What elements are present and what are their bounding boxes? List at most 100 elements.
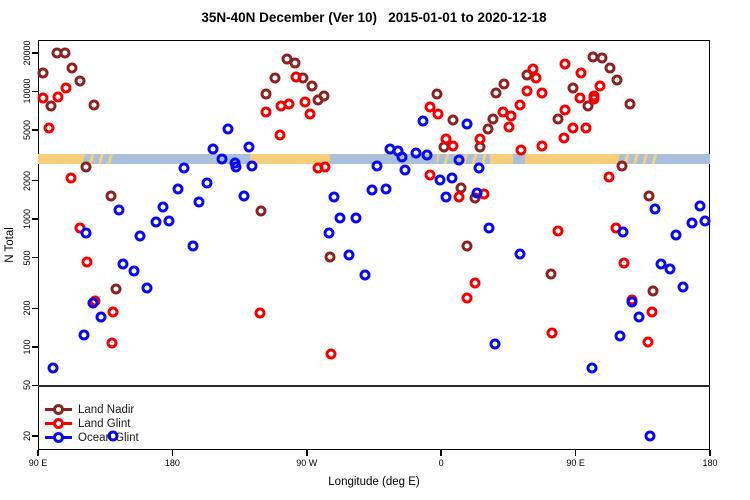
legend-item-land-nadir: Land Nadir bbox=[45, 403, 185, 417]
y-axis-tick-label: 20 bbox=[22, 431, 32, 442]
data-point-land-glint bbox=[325, 348, 337, 360]
x-axis-tick bbox=[171, 450, 174, 456]
data-point-ocean-glint bbox=[371, 160, 383, 171]
data-point-land-nadir bbox=[45, 100, 57, 112]
data-point-land-glint bbox=[440, 133, 452, 145]
data-point-land-nadir bbox=[624, 98, 636, 110]
data-point-ocean-glint bbox=[78, 329, 90, 341]
data-point-land-nadir bbox=[80, 161, 92, 173]
legend-item-ocean-glint: Ocean Glint bbox=[45, 431, 185, 445]
data-point-land-glint bbox=[283, 98, 295, 110]
data-point-ocean-glint bbox=[396, 151, 408, 163]
data-point-ocean-glint bbox=[399, 164, 411, 176]
data-point-land-nadir bbox=[66, 62, 78, 74]
data-point-ocean-glint bbox=[694, 200, 706, 212]
x-axis-tick-label: 0 bbox=[438, 458, 444, 468]
data-point-land-glint bbox=[567, 122, 579, 134]
data-point-land-glint bbox=[432, 108, 444, 120]
data-point-ocean-glint bbox=[328, 191, 340, 203]
data-point-land-glint bbox=[503, 121, 515, 133]
data-point-land-glint bbox=[254, 307, 266, 319]
data-point-ocean-glint bbox=[193, 196, 205, 208]
y-axis-tick bbox=[32, 384, 38, 387]
data-point-land-glint bbox=[552, 225, 564, 237]
data-point-ocean-glint bbox=[141, 282, 153, 294]
data-point-land-glint bbox=[575, 67, 587, 79]
legend-ring-swatch bbox=[53, 432, 64, 443]
data-point-land-nadir bbox=[260, 88, 272, 100]
data-point-ocean-glint bbox=[150, 216, 162, 228]
data-point-land-glint bbox=[424, 101, 436, 113]
data-point-ocean-glint bbox=[47, 362, 59, 374]
y-axis-tick bbox=[32, 346, 38, 348]
data-point-land-nadir bbox=[59, 47, 71, 59]
data-point-ocean-glint bbox=[230, 161, 242, 173]
data-point-land-glint bbox=[43, 122, 55, 134]
data-point-land-glint bbox=[461, 292, 473, 304]
data-point-land-nadir bbox=[604, 62, 616, 74]
x-axis-tick-label: 180 bbox=[702, 458, 718, 468]
data-point-land-glint bbox=[536, 87, 548, 99]
data-point-ocean-glint bbox=[633, 311, 645, 323]
data-point-land-glint bbox=[515, 144, 527, 156]
data-point-ocean-glint bbox=[163, 215, 175, 227]
map-strip-segment-coast bbox=[616, 154, 657, 165]
data-point-ocean-glint bbox=[359, 269, 371, 281]
data-point-ocean-glint bbox=[483, 222, 495, 234]
data-point-ocean-glint bbox=[238, 190, 250, 202]
data-point-ocean-glint bbox=[117, 258, 129, 270]
y-axis-tick-label: 5000 bbox=[22, 119, 32, 140]
data-point-land-glint bbox=[558, 132, 570, 144]
data-point-land-glint bbox=[81, 256, 93, 268]
data-point-ocean-glint bbox=[670, 229, 682, 241]
y-axis-tick-label: 50 bbox=[22, 380, 32, 391]
data-point-ocean-glint bbox=[421, 149, 433, 161]
data-point-ocean-glint bbox=[699, 215, 711, 227]
x-axis-label: Longitude (deg E) bbox=[328, 476, 420, 488]
data-point-land-glint bbox=[642, 336, 654, 348]
data-point-ocean-glint bbox=[686, 217, 698, 229]
data-point-ocean-glint bbox=[440, 191, 452, 203]
data-point-land-nadir bbox=[255, 205, 267, 217]
data-point-land-glint bbox=[559, 104, 571, 116]
x-axis-tick-label: 90 E bbox=[566, 458, 585, 468]
data-point-ocean-glint bbox=[187, 240, 199, 252]
map-strip-segment-ocean bbox=[117, 154, 251, 165]
legend-ring-swatch bbox=[53, 404, 64, 415]
data-point-land-glint bbox=[574, 92, 586, 104]
y-axis-tick-label: 2000 bbox=[22, 170, 32, 191]
data-point-land-nadir bbox=[74, 75, 86, 87]
legend-ring-swatch bbox=[53, 418, 64, 429]
data-point-land-nadir bbox=[289, 57, 301, 69]
data-point-land-glint bbox=[453, 191, 465, 203]
x-axis-tick bbox=[37, 450, 39, 456]
x-axis-tick bbox=[440, 450, 442, 456]
data-point-ocean-glint bbox=[207, 143, 219, 155]
y-axis-tick bbox=[32, 307, 38, 310]
data-point-land-glint bbox=[594, 80, 606, 92]
x-axis-tick-label: 90 W bbox=[296, 458, 318, 468]
plot-title: 35N-40N December (Ver 10) 2015-01-01 to … bbox=[201, 10, 547, 25]
data-point-land-glint bbox=[514, 99, 526, 111]
map-strip-segment-land bbox=[489, 154, 513, 165]
data-point-land-glint bbox=[474, 133, 486, 145]
y-axis-tick bbox=[32, 129, 38, 131]
data-point-ocean-glint bbox=[471, 187, 483, 199]
data-point-land-glint bbox=[65, 172, 77, 184]
data-point-land-nadir bbox=[498, 78, 510, 90]
data-point-ocean-glint bbox=[246, 160, 258, 171]
y-axis-tick-label: 1000 bbox=[22, 209, 32, 230]
data-point-land-glint bbox=[588, 90, 600, 102]
map-strip-segment-land bbox=[38, 154, 83, 165]
data-point-ocean-glint bbox=[453, 154, 465, 166]
data-point-ocean-glint bbox=[178, 162, 190, 174]
data-point-land-nadir bbox=[647, 285, 658, 297]
data-point-land-glint bbox=[106, 337, 118, 349]
reference-line-n50 bbox=[38, 385, 710, 387]
legend-label: Land Nadir bbox=[78, 403, 135, 416]
data-point-land-nadir bbox=[447, 114, 459, 126]
y-axis-tick-label: 20000 bbox=[22, 40, 32, 66]
map-strip-segment-ocean bbox=[329, 154, 437, 165]
data-point-ocean-glint bbox=[95, 311, 107, 323]
data-point-ocean-glint bbox=[626, 296, 638, 308]
